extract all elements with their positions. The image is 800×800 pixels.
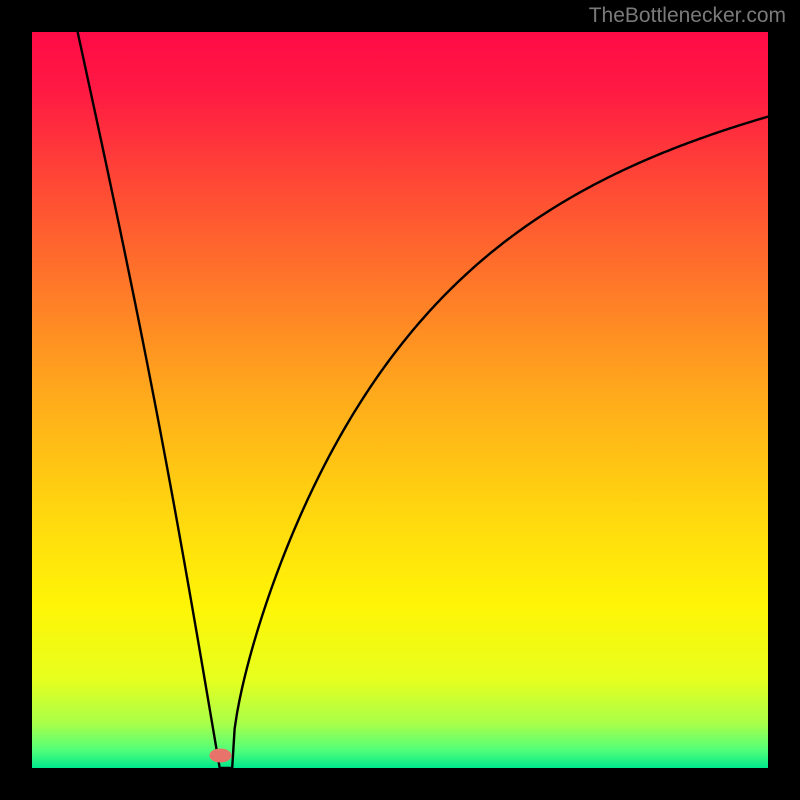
valley-marker: [209, 748, 231, 762]
plot-svg: [32, 32, 768, 768]
chart-container: TheBottlenecker.com: [0, 0, 800, 800]
watermark-text: TheBottlenecker.com: [589, 4, 786, 28]
plot-area: [32, 32, 768, 768]
plot-frame: [32, 32, 768, 768]
gradient-background: [32, 32, 768, 768]
